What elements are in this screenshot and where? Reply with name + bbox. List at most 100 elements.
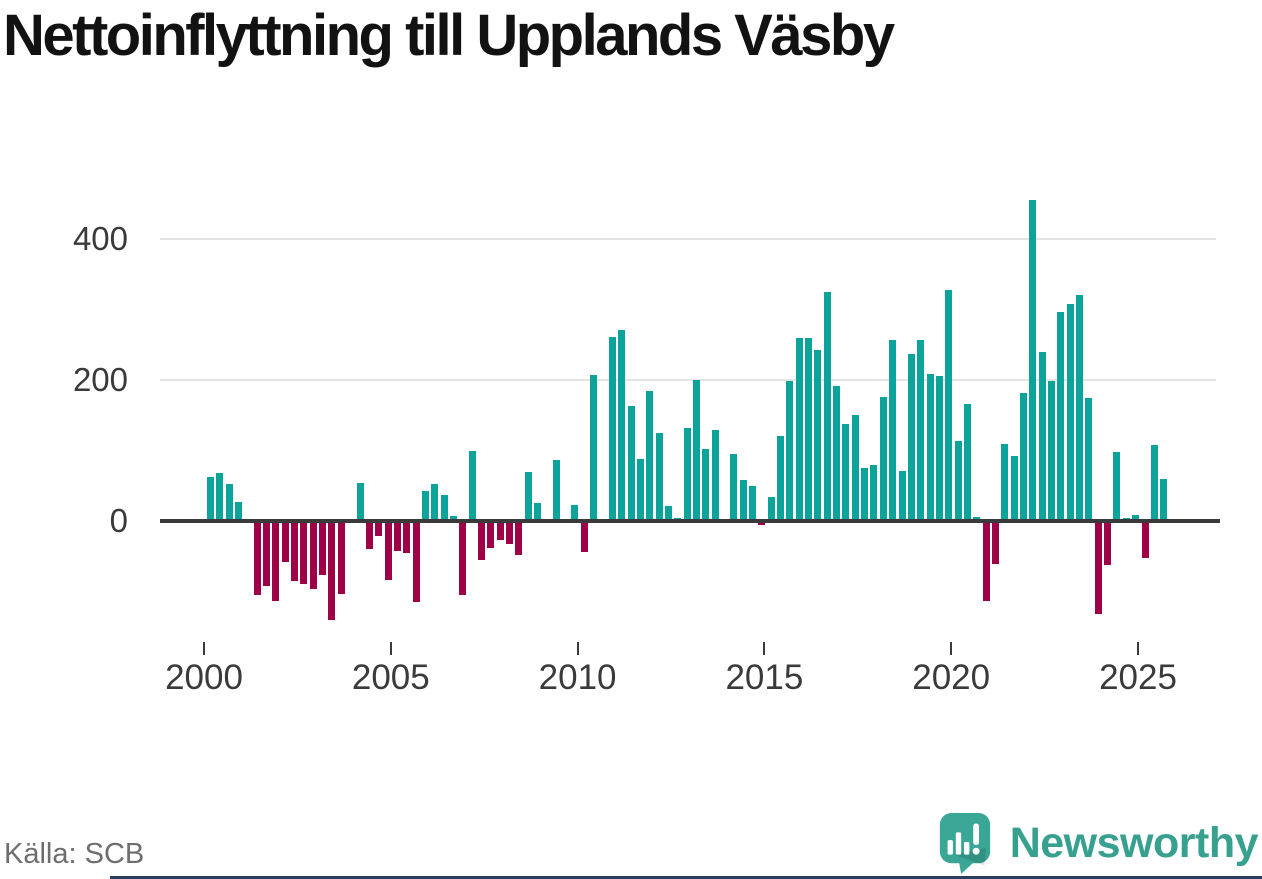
bar: [1104, 521, 1112, 566]
bar: [421, 491, 429, 521]
gridline-400: [160, 238, 1216, 240]
bar: [356, 482, 364, 521]
bar: [683, 427, 691, 521]
bar: [805, 337, 813, 521]
x-tick-label-2015: 2015: [725, 658, 804, 697]
bar: [786, 380, 794, 521]
bar: [1076, 295, 1084, 521]
bar: [590, 375, 598, 521]
bar: [777, 436, 785, 521]
x-tick-label-2020: 2020: [912, 658, 991, 697]
logo-exclamation-bar: [972, 823, 979, 845]
bar: [833, 385, 841, 521]
bar: [253, 521, 261, 596]
bar: [281, 521, 289, 562]
x-tick-mark-2010: [576, 642, 579, 655]
bar: [496, 521, 504, 541]
x-tick-mark-2025: [1137, 642, 1139, 655]
bar: [627, 406, 635, 521]
bar: [749, 485, 756, 521]
bar: [636, 458, 644, 521]
gridline-200: [160, 379, 1216, 381]
bar: [1029, 200, 1037, 521]
bar: [1001, 444, 1009, 521]
bar: [702, 449, 710, 521]
bar: [235, 501, 243, 521]
bar: [711, 430, 719, 521]
bar: [524, 471, 532, 521]
footer-rule: [110, 876, 1262, 879]
bar: [1094, 521, 1102, 615]
bar: [851, 415, 859, 521]
bar: [1141, 521, 1149, 558]
bar: [300, 521, 308, 585]
x-tick-mark-2000: [203, 642, 205, 655]
bar: [468, 450, 476, 521]
x-tick-mark-2020: [950, 642, 953, 655]
bar: [328, 521, 336, 620]
bar: [263, 521, 271, 586]
brand-name: Newsworthy: [1009, 818, 1259, 867]
bar: [552, 459, 560, 521]
bar: [692, 380, 700, 521]
bar: [272, 521, 280, 601]
bar: [608, 336, 616, 521]
bar: [1066, 303, 1074, 521]
bar: [795, 338, 803, 521]
bar: [225, 484, 233, 521]
bar: [403, 521, 411, 553]
bar: [571, 504, 579, 521]
bar: [375, 521, 383, 536]
bar: [926, 374, 934, 521]
x-tick-label-2005: 2005: [351, 658, 430, 697]
y-tick-label-0: 0: [109, 502, 128, 539]
bar: [1038, 351, 1046, 521]
bar: [982, 521, 990, 601]
bar: [879, 396, 887, 521]
bar: [449, 516, 457, 521]
bar: [861, 468, 869, 521]
logo-bar-3: [963, 842, 970, 855]
bar: [1132, 515, 1140, 521]
chart-title: Nettoinflyttning till Upplands Väsby: [3, 3, 895, 68]
bar: [1160, 479, 1168, 521]
bar: [758, 521, 766, 526]
bar: [954, 441, 962, 521]
bar: [664, 506, 672, 521]
logo-exclamation-dot: [972, 847, 980, 855]
bar: [365, 521, 373, 550]
bar: [1085, 398, 1093, 521]
bar: [580, 521, 588, 553]
bar: [207, 476, 214, 521]
bar: [1113, 451, 1121, 521]
bar: [506, 521, 514, 544]
bar: [870, 464, 878, 521]
bar: [739, 480, 747, 521]
bar: [823, 291, 831, 521]
bar: [842, 424, 850, 521]
bar: [991, 521, 999, 564]
brand-lockup: Newsworthy: [936, 812, 1259, 874]
bar: [393, 521, 401, 552]
bar: [646, 391, 654, 521]
bar: [767, 497, 775, 521]
bar: [1150, 444, 1158, 521]
bar: [459, 521, 467, 596]
bar: [907, 353, 915, 521]
bar: [1020, 393, 1027, 521]
x-tick-label-2025: 2025: [1099, 658, 1177, 697]
logo-bar-1: [947, 840, 953, 855]
x-tick-mark-2005: [389, 642, 392, 655]
bar: [515, 521, 523, 555]
zero-axis-line: [160, 519, 1220, 523]
bar: [487, 521, 495, 549]
bar: [935, 376, 943, 521]
bar: [440, 494, 448, 521]
bar: [1010, 456, 1018, 521]
bar: [431, 483, 439, 521]
bar: [384, 521, 392, 581]
bar: [973, 516, 981, 521]
plot-area: 0 200 400 2000 2005 2010 2015 2020 2025: [73, 200, 1220, 697]
bar: [618, 329, 626, 521]
bar: [319, 521, 327, 576]
